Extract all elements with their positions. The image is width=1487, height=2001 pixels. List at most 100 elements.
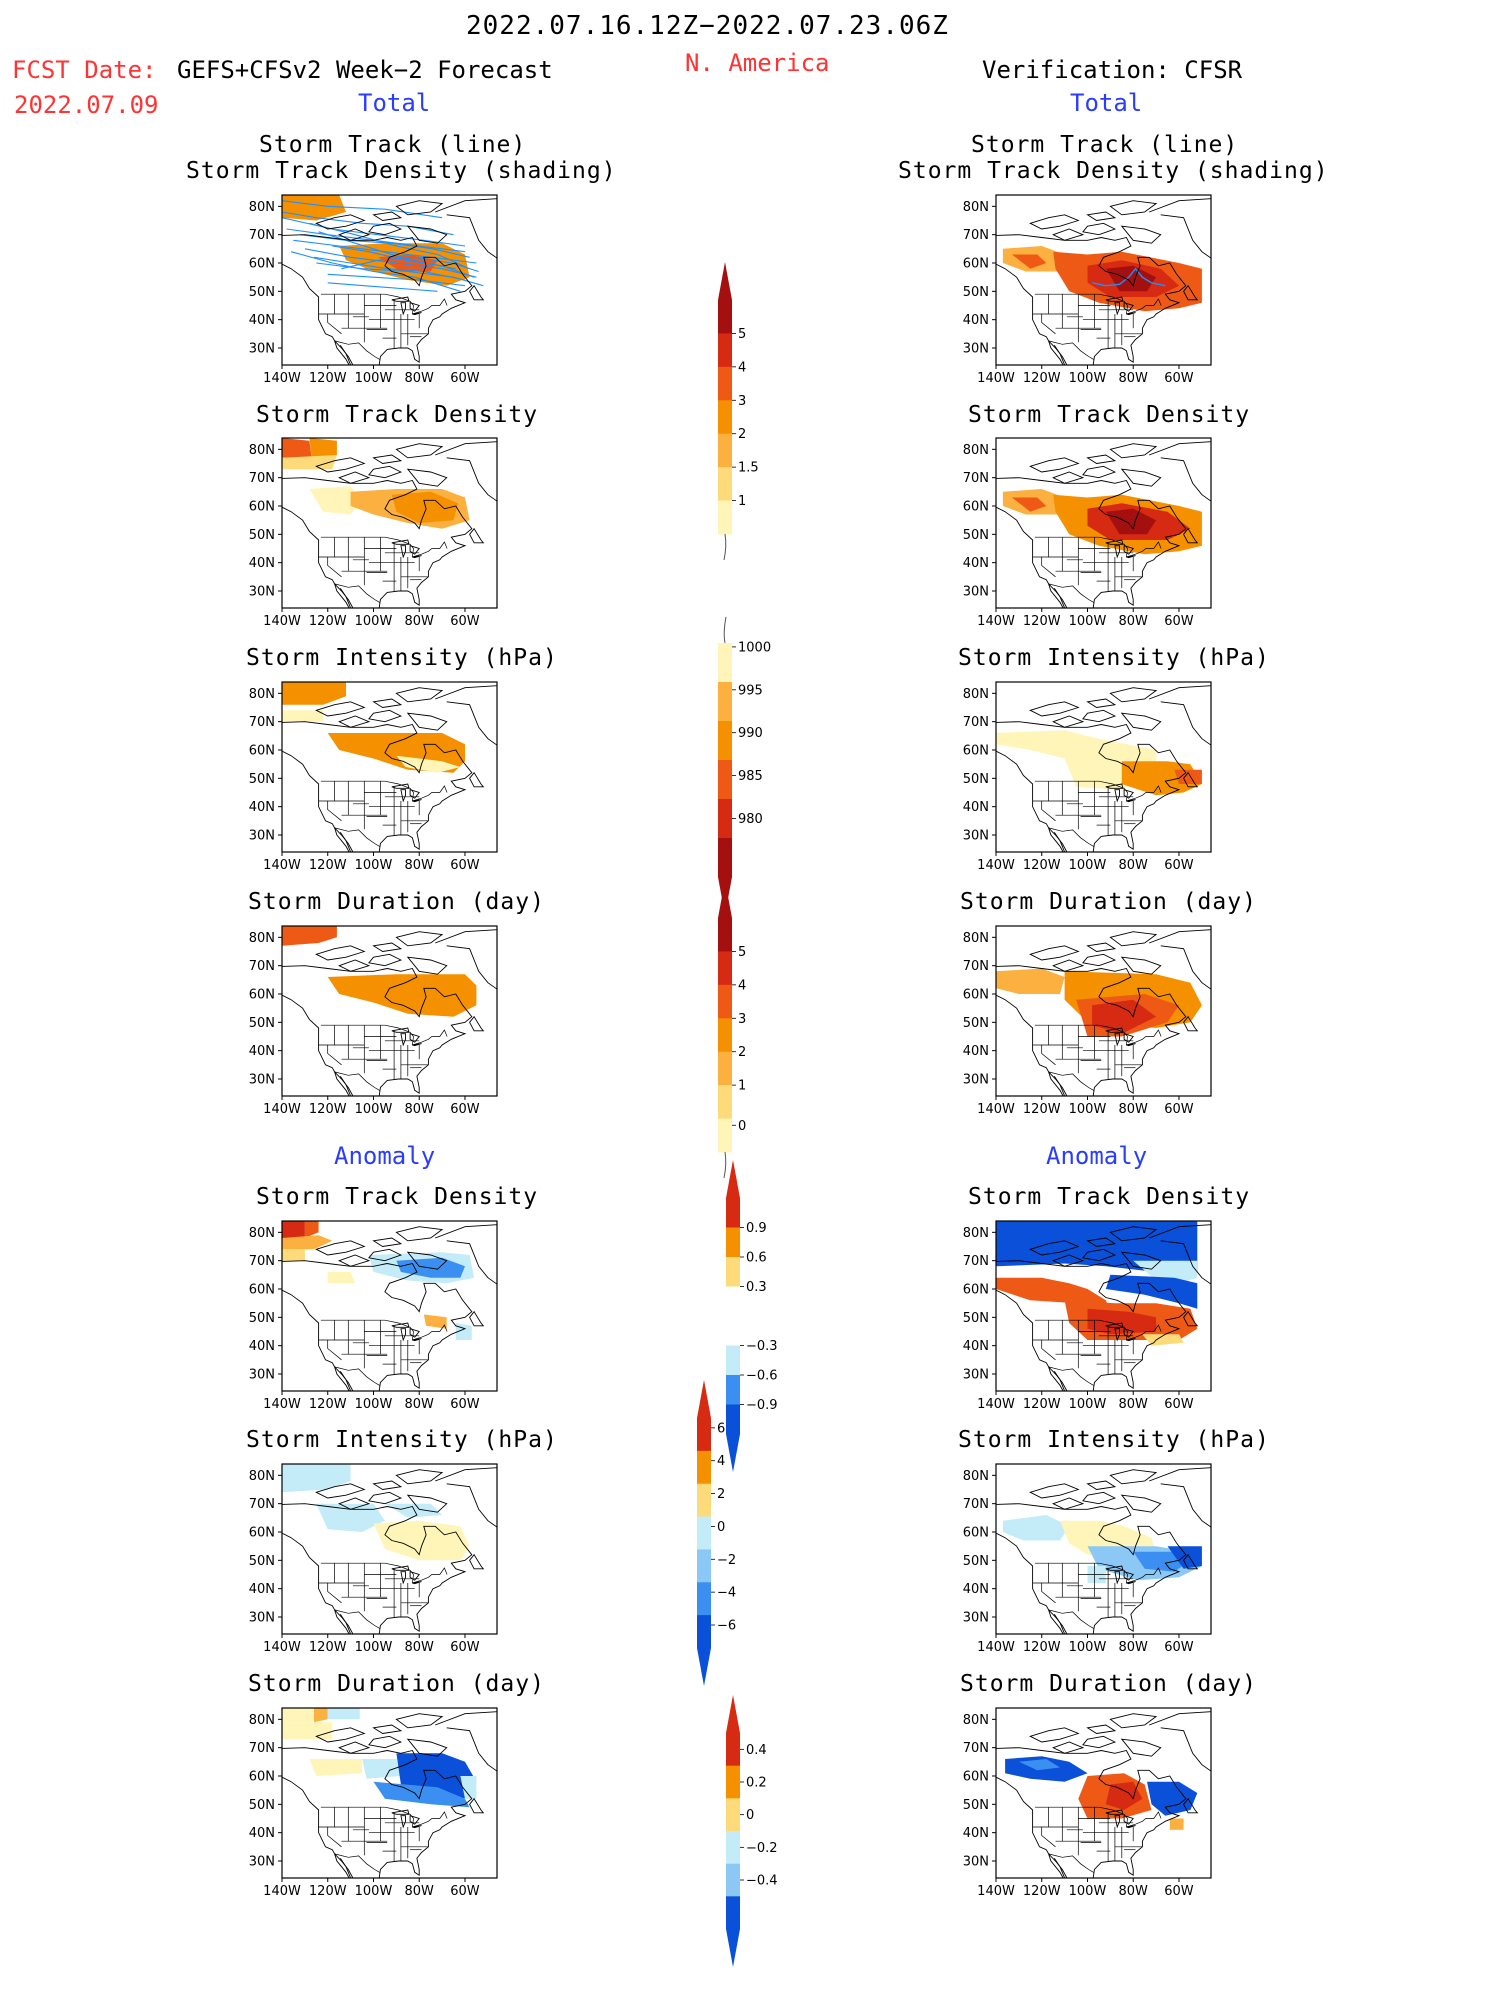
shading-region bbox=[309, 486, 363, 515]
storm-track-line bbox=[327, 273, 466, 287]
colorbar-cap-bottom bbox=[726, 1434, 740, 1472]
lon-tick-label: 100W bbox=[1069, 371, 1107, 386]
colorbar-tick-label: 0 bbox=[746, 1808, 754, 1823]
panel-title-anom-intensity-left: Storm Intensity (hPa) bbox=[246, 1427, 558, 1453]
lon-tick-label: 100W bbox=[355, 858, 393, 873]
storm-track-line bbox=[341, 256, 479, 273]
storm-track-line bbox=[332, 245, 475, 278]
map-panel-track-left: 80N 70N 60N 50N 40N 30N 140W 120W 100W 80W 60W bbox=[249, 194, 498, 386]
map-panel-track-right: 80N 70N 60N 50N 40N 30N 140W 120W 100W 80W 60W bbox=[963, 194, 1212, 386]
panel-title-anom-intensity-right: Storm Intensity (hPa) bbox=[958, 1427, 1270, 1453]
lat-tick-label: 40N bbox=[963, 1044, 989, 1059]
political-borders bbox=[1032, 293, 1162, 360]
lat-tick-label: 30N bbox=[963, 342, 989, 357]
lon-tick-label: 80W bbox=[1119, 1397, 1149, 1412]
lon-tick-label: 120W bbox=[309, 858, 347, 873]
colorbar-svg: 1000 995 990 985 980 bbox=[718, 616, 771, 915]
lat-tick-label: 50N bbox=[249, 1798, 275, 1813]
lat-tick-label: 40N bbox=[963, 800, 989, 815]
panel-title-intensity-left: Storm Intensity (hPa) bbox=[246, 645, 558, 671]
map-svg: 80N 70N 60N 50N 40N 30N 140W 120W 100W 80W 60W bbox=[249, 194, 498, 386]
coastlines bbox=[282, 929, 497, 1096]
lat-tick-label: 70N bbox=[249, 959, 275, 974]
lat-tick-label: 70N bbox=[963, 228, 989, 243]
shading-region bbox=[996, 968, 1065, 994]
lat-tick-label: 50N bbox=[249, 285, 275, 300]
storm-track-line bbox=[313, 256, 466, 281]
shading-region bbox=[282, 1235, 333, 1250]
shading-region bbox=[282, 926, 337, 946]
shading-region bbox=[327, 1708, 360, 1720]
lon-tick-label: 140W bbox=[977, 1884, 1015, 1899]
lat-tick-label: 40N bbox=[963, 313, 989, 328]
map-svg: 80N 70N 60N 50N 40N 30N 140W 120W 100W 80W 60W bbox=[249, 437, 498, 629]
lon-tick-label: 60W bbox=[1164, 858, 1194, 873]
map-frame bbox=[281, 1463, 498, 1635]
coastlines bbox=[996, 929, 1211, 1096]
colorbar-segment bbox=[726, 1733, 740, 1767]
panel-title-anom-duration-right: Storm Duration (day) bbox=[960, 1671, 1257, 1697]
map-panel-anom-density-left: 80N 70N 60N 50N 40N 30N 140W 120W 100W 80W 60W bbox=[249, 1220, 498, 1412]
colorbar-tick-label: 0.2 bbox=[746, 1776, 767, 1791]
coastlines bbox=[996, 198, 1211, 365]
lon-tick-label: 80W bbox=[1119, 1640, 1149, 1655]
colorbar-cap-top bbox=[718, 262, 732, 300]
lat-tick-label: 60N bbox=[249, 744, 275, 759]
lat-tick-label: 70N bbox=[963, 1497, 989, 1512]
lon-tick-label: 60W bbox=[450, 1102, 480, 1117]
political-borders bbox=[318, 780, 448, 847]
storm-track-line bbox=[293, 239, 477, 264]
colorbar-tick-label: 4 bbox=[738, 978, 746, 993]
map-panel-anom-duration-right: 80N 70N 60N 50N 40N 30N 140W 120W 100W 80W 60W bbox=[963, 1707, 1212, 1899]
lon-tick-label: 140W bbox=[263, 1397, 301, 1412]
shading-region bbox=[282, 455, 337, 470]
colorbar-tick-label: 3 bbox=[738, 1012, 746, 1027]
lat-tick-label: 60N bbox=[963, 1770, 989, 1785]
lon-tick-label: 80W bbox=[1119, 1884, 1149, 1899]
map-frame bbox=[995, 437, 1212, 609]
lon-tick-label: 80W bbox=[405, 1102, 435, 1117]
shading-region bbox=[1105, 1781, 1143, 1810]
lat-tick-label: 70N bbox=[963, 959, 989, 974]
colorbar-tick-label: 1 bbox=[738, 1079, 746, 1094]
section-anomaly-left: Anomaly bbox=[334, 1142, 436, 1170]
coastlines bbox=[996, 441, 1211, 608]
colorbar-segment bbox=[726, 1863, 740, 1897]
lat-tick-label: 80N bbox=[249, 1713, 275, 1728]
lat-tick-label: 30N bbox=[963, 829, 989, 844]
lat-tick-label: 60N bbox=[963, 1283, 989, 1298]
coastlines bbox=[282, 441, 497, 608]
colorbar-tick-label: 980 bbox=[738, 812, 763, 827]
panel-title-anom-duration-left: Storm Duration (day) bbox=[248, 1671, 545, 1697]
shading-region bbox=[373, 1781, 470, 1808]
lat-tick-label: 50N bbox=[249, 1016, 275, 1031]
political-borders bbox=[1032, 536, 1162, 603]
colorbar-tick-label: 4 bbox=[738, 360, 746, 375]
map-frame bbox=[995, 681, 1212, 853]
map-svg: 80N 70N 60N 50N 40N 30N 140W 120W 100W 80W 60W bbox=[963, 925, 1212, 1117]
shading-region bbox=[282, 1708, 314, 1723]
coastlines bbox=[282, 685, 497, 852]
lon-tick-label: 100W bbox=[355, 371, 393, 386]
shading-region bbox=[282, 1464, 351, 1493]
map-svg: 80N 70N 60N 50N 40N 30N 140W 120W 100W 80W 60W bbox=[963, 194, 1212, 386]
lat-tick-label: 80N bbox=[963, 687, 989, 702]
shading-region bbox=[282, 1249, 305, 1261]
lon-tick-label: 100W bbox=[1069, 1640, 1107, 1655]
colorbar-tick-label: 995 bbox=[738, 683, 763, 698]
lat-tick-label: 70N bbox=[249, 715, 275, 730]
colorbar-segment bbox=[718, 838, 732, 878]
lon-tick-label: 140W bbox=[263, 858, 301, 873]
lon-tick-label: 60W bbox=[1164, 1884, 1194, 1899]
shading-region bbox=[309, 438, 337, 458]
political-borders bbox=[318, 1319, 448, 1386]
colorbar-segment bbox=[697, 1549, 711, 1583]
lat-tick-label: 30N bbox=[249, 829, 275, 844]
shading-region bbox=[396, 755, 461, 773]
shading-region bbox=[1174, 769, 1202, 784]
map-svg: 80N 70N 60N 50N 40N 30N 140W 120W 100W 80W 60W bbox=[963, 437, 1212, 629]
colorbar-tick-label: −0.2 bbox=[746, 1841, 778, 1856]
colorbar-tick-label: 1 bbox=[738, 494, 746, 509]
colorbar-tick-label: 0.6 bbox=[746, 1251, 767, 1266]
colorbar-cap-top bbox=[718, 880, 732, 918]
